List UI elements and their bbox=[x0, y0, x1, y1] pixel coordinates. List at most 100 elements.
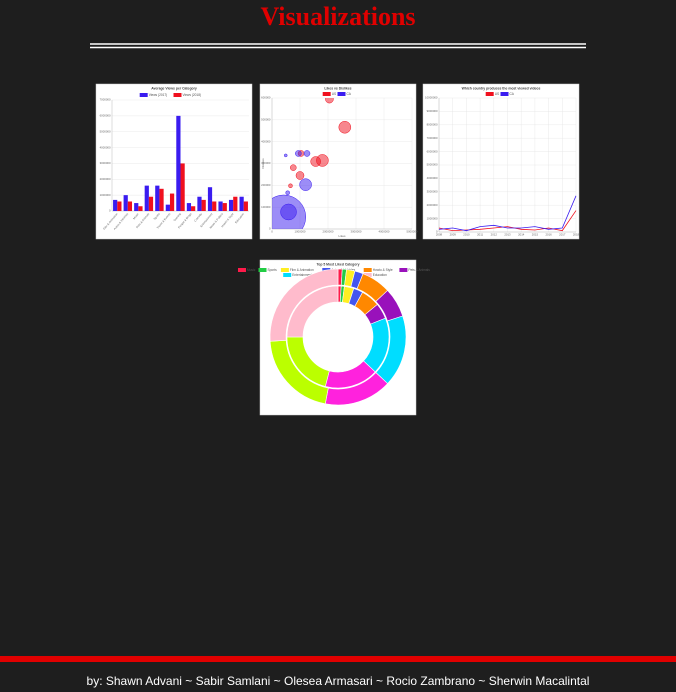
legend-swatch bbox=[500, 92, 509, 96]
y-tick-label: 9000000 bbox=[427, 109, 438, 113]
doughnut-slice bbox=[286, 285, 339, 338]
legend-label: Views (2017) bbox=[149, 93, 168, 97]
legend-label: Sports bbox=[268, 268, 278, 272]
page-title: Visualizations bbox=[260, 2, 415, 31]
bar bbox=[212, 201, 217, 211]
x-tick-label: 2014 bbox=[518, 233, 525, 237]
x-tick-label: 1000000 bbox=[295, 230, 306, 234]
chart-title: Average Views per Category bbox=[151, 86, 197, 90]
bar bbox=[138, 206, 143, 211]
legend-swatch bbox=[322, 92, 331, 96]
y-tick-label: 0 bbox=[109, 209, 111, 213]
x-tick-label: 3000000 bbox=[351, 230, 362, 234]
x-tick-label: 2013 bbox=[504, 233, 511, 237]
x-tick-label: 0 bbox=[271, 230, 273, 234]
y-tick-label: 1000000 bbox=[100, 193, 111, 197]
legend-label: Education bbox=[373, 273, 387, 277]
bubble bbox=[280, 203, 297, 221]
legend-label: Howto & Style bbox=[373, 268, 393, 272]
doughnut-slice bbox=[269, 268, 339, 342]
bar bbox=[123, 195, 128, 211]
legend-swatch bbox=[173, 93, 182, 97]
legend-swatch bbox=[283, 273, 292, 277]
bar bbox=[144, 185, 149, 211]
bar bbox=[239, 196, 244, 211]
bubble bbox=[338, 121, 352, 134]
y-tick-label: 0 bbox=[269, 227, 271, 231]
x-tick-label: 2018 bbox=[573, 233, 580, 237]
bar bbox=[233, 196, 238, 211]
chart-title: Top 5 Most Liked Category bbox=[316, 262, 359, 266]
bar bbox=[155, 185, 160, 211]
bar bbox=[176, 115, 181, 211]
x-tick-label: 2015 bbox=[532, 233, 539, 237]
bar bbox=[134, 203, 139, 211]
y-tick-label: 10000000 bbox=[425, 96, 438, 100]
y-tick-label: 0 bbox=[436, 230, 438, 234]
y-tick-label: 7000000 bbox=[100, 98, 111, 102]
legend-swatch bbox=[337, 92, 346, 96]
bar bbox=[228, 199, 234, 211]
bar bbox=[201, 199, 206, 211]
x-tick-label: 2000000 bbox=[323, 230, 334, 234]
x-tick-label: Comedy bbox=[193, 212, 203, 223]
footer-credits: by: Shawn Advani ~ Sabir Samlani ~ Olese… bbox=[87, 674, 590, 688]
y-tick-label: 4000000 bbox=[100, 145, 111, 149]
chart-title: Which country produces the most viewed v… bbox=[462, 86, 541, 90]
bar bbox=[197, 196, 202, 211]
bubble bbox=[303, 150, 311, 157]
bar bbox=[165, 204, 170, 211]
chart-panel bbox=[95, 83, 253, 240]
legend-swatch bbox=[485, 92, 494, 96]
legend-swatch bbox=[280, 268, 289, 272]
x-tick-label: 5000000 bbox=[407, 230, 418, 234]
legend-swatch bbox=[238, 268, 246, 272]
x-tick-label: 2009 bbox=[450, 233, 457, 237]
bar bbox=[243, 201, 248, 211]
legend-swatch bbox=[258, 268, 267, 272]
line-series bbox=[438, 195, 577, 232]
x-tick-label: 4000000 bbox=[379, 230, 390, 234]
y-tick-label: 6000000 bbox=[100, 114, 111, 118]
bar bbox=[159, 188, 164, 211]
bar bbox=[180, 163, 185, 211]
y-tick-label: 100000 bbox=[261, 205, 271, 209]
footer-bar bbox=[0, 656, 676, 662]
x-tick-label: 2017 bbox=[559, 233, 566, 237]
x-tick-label: 2010 bbox=[463, 233, 470, 237]
legend-label: Views (2018) bbox=[183, 93, 202, 97]
x-tick-label: 2012 bbox=[491, 233, 498, 237]
y-tick-label: 3000000 bbox=[427, 190, 438, 194]
legend-label: US bbox=[332, 92, 336, 96]
legend-label: Pets & Animals bbox=[408, 268, 430, 272]
bar bbox=[117, 201, 122, 211]
legend-label: Film & Animation bbox=[290, 268, 314, 272]
legend-label: CA bbox=[347, 92, 352, 96]
y-tick-label: 8000000 bbox=[427, 123, 438, 127]
chart-panel bbox=[422, 83, 580, 240]
x-tick-label: Education bbox=[234, 212, 245, 224]
x-tick-label: Gaming bbox=[172, 212, 182, 222]
x-tick-label: 2011 bbox=[477, 233, 483, 237]
y-tick-label: 5000000 bbox=[100, 129, 111, 133]
bubble bbox=[295, 171, 305, 180]
bar bbox=[207, 187, 213, 211]
bar bbox=[222, 203, 227, 211]
y-tick-label: 2000000 bbox=[100, 177, 111, 181]
legend-label: CA bbox=[510, 92, 515, 96]
y-tick-label: 200000 bbox=[261, 183, 271, 187]
bubble bbox=[295, 150, 302, 157]
x-axis-label: Likes bbox=[338, 234, 346, 238]
chart-title: Likes vs Dislikes bbox=[324, 86, 351, 90]
bubble bbox=[283, 153, 288, 158]
legend-label: Entertainment bbox=[292, 273, 312, 277]
x-tick-label: Sports bbox=[152, 212, 161, 221]
bar bbox=[218, 201, 223, 211]
y-tick-label: 600000 bbox=[261, 96, 271, 100]
y-axis-label: Dislikes bbox=[261, 158, 265, 169]
legend-swatch bbox=[363, 268, 372, 272]
y-tick-label: 2000000 bbox=[427, 203, 438, 207]
bar bbox=[148, 196, 154, 211]
y-tick-label: 3000000 bbox=[100, 161, 111, 165]
